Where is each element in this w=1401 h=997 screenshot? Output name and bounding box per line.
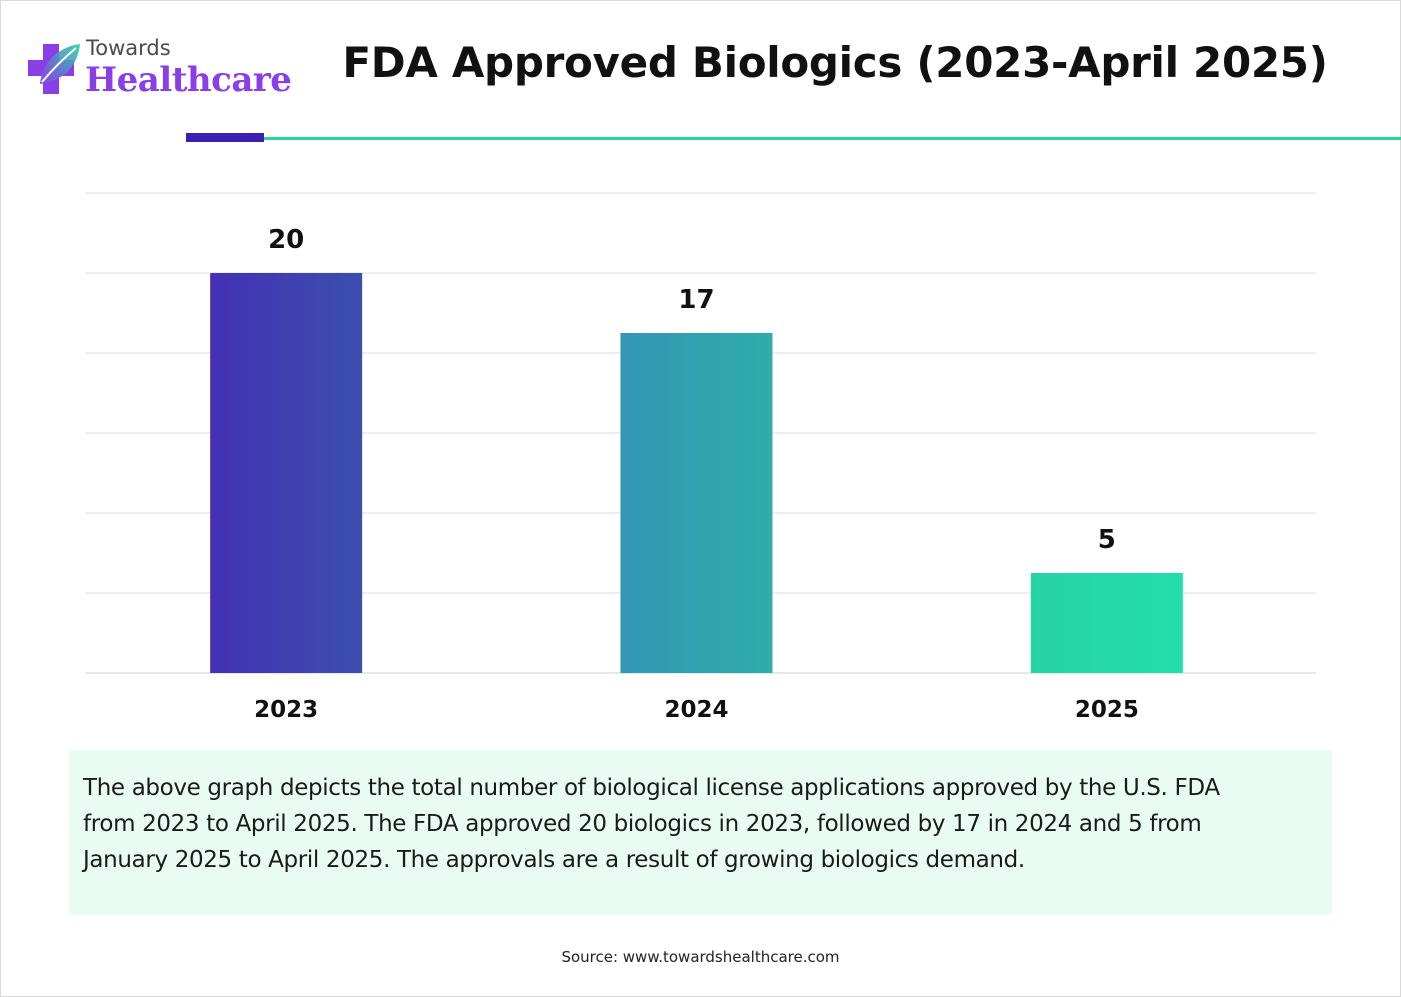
logo-text-top: Towards xyxy=(86,36,171,60)
logo-text-bottom: Healthcare xyxy=(85,60,292,100)
bar-2024 xyxy=(620,333,773,673)
x-tick-label-2023: 2023 xyxy=(254,697,318,723)
source-note: Source: www.towardshealthcare.com xyxy=(561,948,840,966)
bars xyxy=(210,273,1183,673)
value-label-2025: 5 xyxy=(1098,525,1116,555)
description-box: The above graph depicts the total number… xyxy=(69,750,1332,915)
bar-chart: 20 17 5 2023 2024 2025 xyxy=(85,192,1316,723)
x-tick-labels: 2023 2024 2025 xyxy=(254,697,1139,723)
x-tick-label-2024: 2024 xyxy=(664,697,728,723)
chart-title: FDA Approved Biologics (2023-April 2025) xyxy=(342,38,1328,87)
bar-2023 xyxy=(210,273,363,673)
value-label-2024: 17 xyxy=(678,285,714,315)
value-label-2023: 20 xyxy=(268,225,304,255)
bar-2025 xyxy=(1030,573,1183,673)
title-accent-line xyxy=(264,137,1401,140)
title-accent-bar xyxy=(186,133,264,142)
medical-cross-leaf-icon xyxy=(28,44,80,94)
x-tick-label-2025: 2025 xyxy=(1075,697,1139,723)
description-text: The above graph depicts the total number… xyxy=(83,775,1220,873)
brand-logo: Towards Healthcare xyxy=(26,36,292,106)
value-labels: 20 17 5 xyxy=(268,225,1116,555)
